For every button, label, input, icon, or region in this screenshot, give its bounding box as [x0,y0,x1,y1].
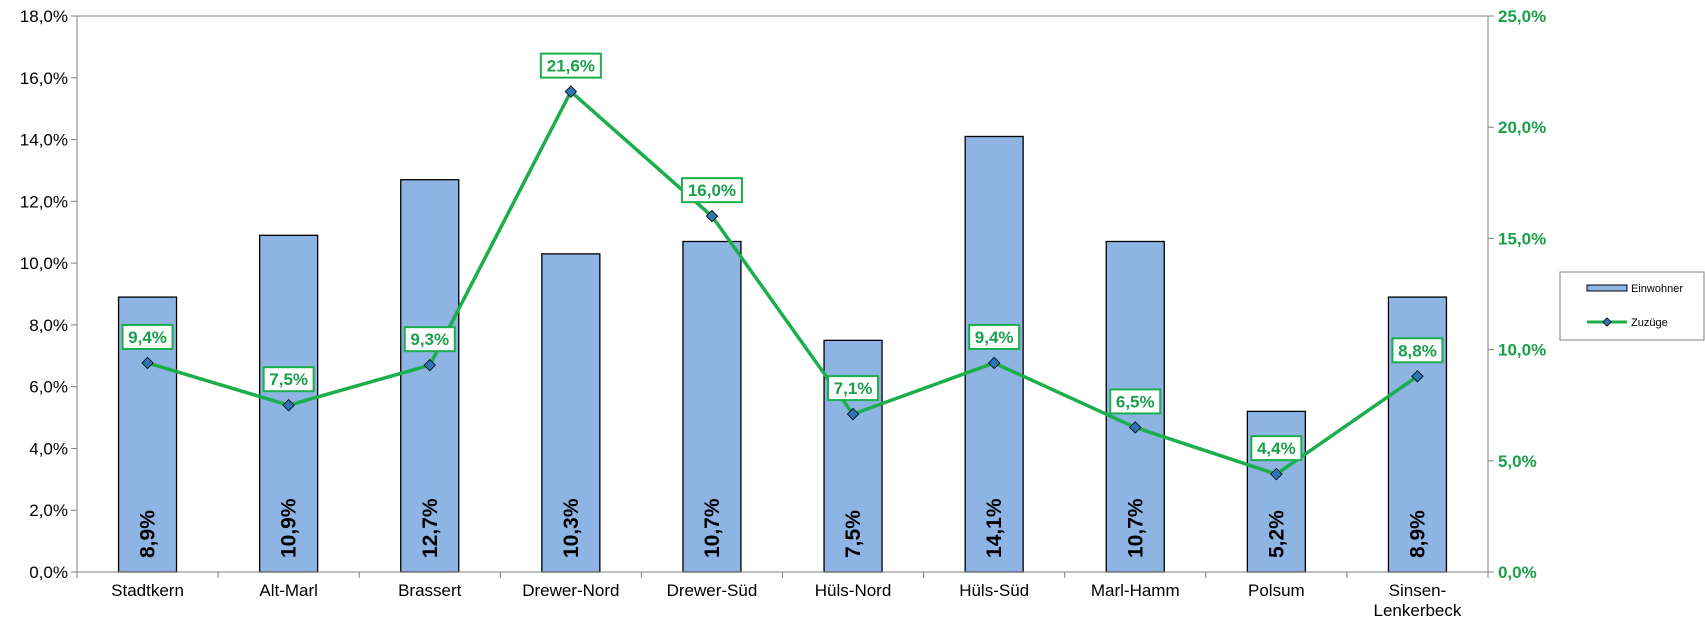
line-marker [1129,421,1142,434]
left-axis-tick-label: 10,0% [20,254,68,273]
x-axis-category-label: Drewer-Nord [522,581,619,600]
line-data-label: 7,1% [834,379,873,398]
x-axis-category-label-line: Marl-Hamm [1091,581,1180,600]
x-axis-category-label-line: Brassert [398,581,462,600]
x-axis-category-label: Alt-Marl [259,581,318,600]
x-axis-category-label: Marl-Hamm [1091,581,1180,600]
line-marker [423,358,436,372]
x-axis-category-label-line: Hüls-Nord [815,581,892,600]
bar-data-label: 10,9% [278,498,301,558]
right-axis-tick-label: 0,0% [1498,563,1537,582]
line-data-label-box [539,52,602,79]
line-data-label: 9,3% [410,330,449,349]
line-data-label: 6,5% [1116,392,1155,411]
labels-layer: 8,9% 10,9% 12,7% 10,3% 10,7% 7,5% 14,1% 10,7% 5,… [121,52,1444,558]
bar-einwohner [682,240,742,573]
left-axis-tick-label: 18,0% [20,7,68,26]
bar-einwohner [541,253,601,573]
line-marker [1411,370,1424,383]
line-marker [846,407,860,421]
x-axis-category-label-line: Lenkerbeck [1374,601,1462,620]
bar-data-label: 8,9% [137,510,160,558]
line-data-label-box [680,177,743,204]
left-axis-tick-label: 8,0% [29,316,68,335]
line-data-label: 9,4% [975,328,1014,347]
line-data-label: 9,4% [128,328,167,347]
x-axis-category-label: Hüls-Nord [815,581,892,600]
line-marker [705,209,719,223]
line-data-label-box [121,323,174,350]
line-zuzuege [147,89,1419,476]
x-axis-category-label-line: Drewer-Süd [667,581,758,600]
bar-data-label: 14,1% [983,498,1006,558]
legend-label-zuzuege: Zuzüge [1631,317,1668,329]
line-data-label: 16,0% [688,181,736,200]
legend-box [1559,271,1705,341]
right-axis-tick-label: 20,0% [1498,118,1546,137]
line-data-label-box [1250,435,1303,462]
line-marker [1270,467,1283,481]
legend-label-einwohner: Einwohner [1631,283,1683,295]
bar-data-label: 7,5% [842,510,865,558]
x-axis-category-label: Stadtkern [111,581,184,600]
legend: Einwohner Zuzüge [1559,271,1705,341]
line-data-label: 4,4% [1257,439,1296,458]
line-marker [282,398,295,412]
x-axis-category-label-line: Stadtkern [111,581,184,600]
line-data-label-box [968,323,1021,350]
line-data-label: 21,6% [547,57,595,76]
line-marker [564,85,578,98]
x-axis-category-label-line: Polsum [1248,581,1305,600]
line-layer [141,85,1424,481]
bar-data-label: 5,2% [1265,510,1288,558]
line-data-label: 7,5% [269,370,308,389]
line-marker [141,356,154,370]
bar-data-label: 10,7% [1124,498,1147,558]
bar-data-label: 10,3% [560,498,583,558]
right-axis-tick-label: 15,0% [1498,229,1546,248]
left-axis-tick-label: 4,0% [29,439,68,458]
line-data-label-box [827,375,880,402]
left-axis-tick-label: 0,0% [29,563,68,582]
bar-einwohner [400,179,460,573]
left-axis-tick-label: 2,0% [29,501,68,520]
line-marker [987,356,1001,370]
axes-layer: 0,0% 2,0% 4,0% 6,0% 8,0% 10,0% 12,0% 14,0% 16,0%… [20,7,1546,620]
line-data-label-box [403,326,456,353]
x-axis-category-label-line: Sinsen- [1389,581,1447,600]
line-data-label-box [1391,337,1444,364]
bar-data-label: 8,9% [1406,510,1429,558]
x-axis-category-label: Polsum [1248,581,1305,600]
x-axis-category-label: Sinsen-Lenkerbeck [1374,581,1462,620]
x-axis-category-label-line: Alt-Marl [259,581,318,600]
left-axis-tick-label: 14,0% [20,131,68,150]
line-data-label-box [262,366,315,393]
legend-marker-zuzuege [1602,317,1612,327]
left-axis-tick-label: 6,0% [29,378,68,397]
right-axis-tick-label: 5,0% [1498,452,1537,471]
x-axis-category-label: Hüls-Süd [959,581,1029,600]
line-data-label: 8,8% [1398,341,1437,360]
left-axis-tick-label: 16,0% [20,69,68,88]
right-axis-tick-label: 25,0% [1498,7,1546,26]
line-data-label-box [1109,388,1162,415]
x-axis-category-label-line: Drewer-Nord [522,581,619,600]
bars-layer [117,135,1448,573]
x-axis-category-label: Brassert [398,581,462,600]
left-axis-tick-label: 12,0% [20,192,68,211]
bar-data-label: 10,7% [701,498,724,558]
legend-swatch-einwohner [1586,284,1628,292]
bar-data-label: 12,7% [419,498,442,558]
right-axis-tick-label: 10,0% [1498,341,1546,360]
x-axis-category-label: Drewer-Süd [667,581,758,600]
x-axis-category-label-line: Hüls-Süd [959,581,1029,600]
